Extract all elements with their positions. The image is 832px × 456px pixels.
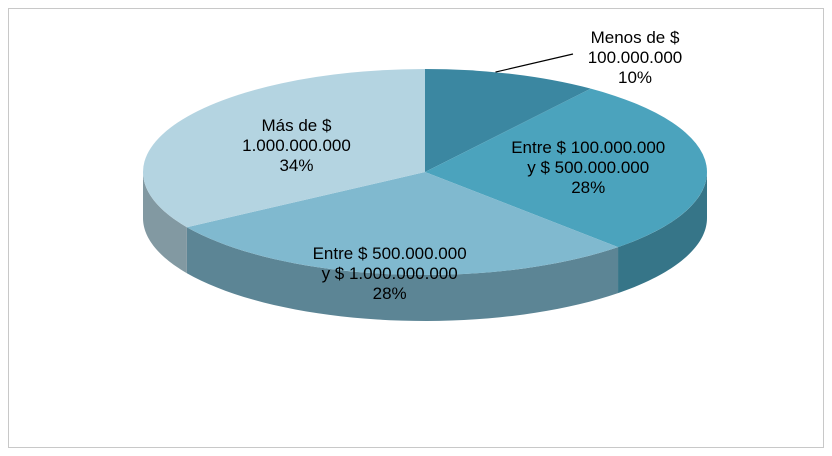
category-label: Entre $ 500.000.000 y $ 1.000.000.000	[312, 244, 467, 284]
value-label: 34%	[279, 156, 314, 176]
slice-side	[618, 172, 707, 294]
slice	[425, 88, 707, 248]
category-label: Más de $ 1.000.000.000	[242, 116, 351, 156]
data-label: Entre $ 500.000.000 y $ 1.000.000.000 28%	[310, 244, 470, 304]
category-label: Entre $ 100.000.000 y $ 500.000.000	[511, 138, 666, 178]
value-label: 10%	[617, 68, 653, 87]
value-label: 28%	[372, 284, 407, 304]
slice	[186, 172, 619, 275]
slice-side	[186, 227, 619, 321]
slice-side	[143, 172, 187, 274]
data-label: Menos de $ 100.000.000 10%	[555, 28, 715, 88]
data-label: Entre $ 100.000.000 y $ 500.000.000 28%	[508, 138, 668, 198]
value-label: 28%	[571, 178, 606, 198]
slice	[425, 69, 591, 172]
leader-line	[495, 53, 574, 73]
category-label: Menos de $ 100.000.000	[587, 28, 683, 67]
slice	[142, 69, 425, 228]
data-label: Más de $ 1.000.000.000 34%	[216, 116, 376, 176]
